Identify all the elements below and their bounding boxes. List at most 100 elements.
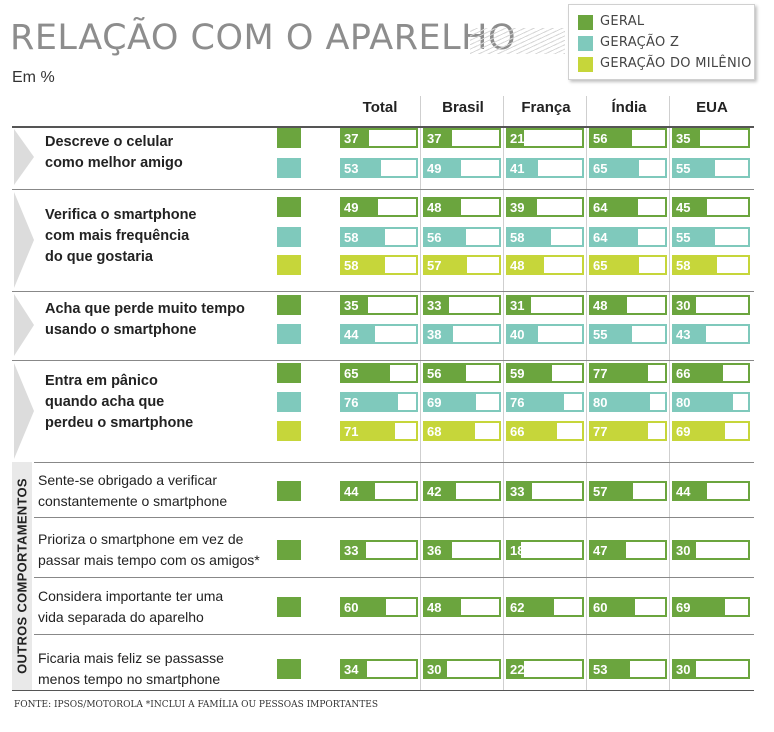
bar-value-label: 55 [676,161,691,176]
bar-value-label: 58 [344,230,359,245]
bar-fill [591,423,648,439]
bar-value-label: 80 [676,395,691,410]
bar: 34 [340,659,418,679]
side-band [12,462,32,690]
bar-value-label: 49 [427,161,442,176]
bar-fill [591,257,640,273]
bar-fill [508,423,557,439]
bar-value-label: 21 [510,131,525,146]
bar-value-label: 44 [676,484,691,499]
bar-value-label: 22 [510,662,525,677]
bar: 77 [589,363,667,383]
bar-value-label: 37 [427,131,442,146]
bar-value-label: 44 [344,327,359,342]
group-separator-line [34,462,754,463]
row-series-swatch [277,481,301,501]
bar: 33 [506,481,584,501]
row-series-swatch [277,295,301,315]
bar-value-label: 35 [676,131,691,146]
bar: 76 [340,392,418,412]
bar-fill [674,160,715,176]
bar-fill [425,423,476,439]
bar-fill [591,297,627,313]
row-series-swatch [277,227,301,247]
group-separator-line [34,577,754,578]
question-label-line: Entra em pânico [45,372,158,389]
bar-value-label: 64 [593,230,608,245]
bar-fill [508,297,531,313]
column-header-india: Índia [611,99,647,116]
question-label-line: perdeu o smartphone [45,414,194,431]
group-separator-line [34,634,754,635]
bar-value-label: 34 [344,662,359,677]
bar: 48 [506,255,584,275]
bar-fill [342,365,391,381]
bar-fill [342,661,368,677]
bar-value-label: 39 [510,200,525,215]
bar: 64 [589,227,667,247]
bar: 45 [672,197,750,217]
bar-value-label: 71 [344,424,359,439]
question-label: Descreve o celular como melhor amigo [45,132,183,174]
bar-value-label: 35 [344,298,359,313]
bar-value-label: 44 [344,484,359,499]
row-series-swatch [277,597,301,617]
question-label-line: Sente-se obrigado a verificar [38,472,217,488]
bar-value-label: 69 [676,600,691,615]
bar: 60 [589,597,667,617]
row-series-swatch [277,540,301,560]
bar: 44 [672,481,750,501]
bar: 18 [506,540,584,560]
bar-value-label: 57 [593,484,608,499]
bar-value-label: 42 [427,484,442,499]
bar-fill [342,394,399,410]
bar-value-label: 66 [676,366,691,381]
bar-fill [425,199,461,215]
bar: 57 [423,255,501,275]
question-label-line: usando o smartphone [45,321,197,338]
bar-value-label: 37 [344,131,359,146]
bar-fill [425,394,477,410]
bar-fill [508,483,533,499]
row-series-swatch [277,392,301,412]
bar: 60 [340,597,418,617]
column-header-eua: EUA [696,99,728,116]
legend-swatch-geracao-milenio [578,57,593,72]
chart-subtitle: Em % [12,69,55,86]
question-label-line: Acha que perde muito tempo [45,300,245,317]
bar-fill [425,542,452,558]
bar: 48 [423,197,501,217]
bar-fill [425,483,457,499]
row-series-swatch [277,197,301,217]
bar: 69 [672,597,750,617]
bar-fill [342,542,367,558]
row-series-swatch [277,158,301,178]
bar-fill [342,130,370,146]
bar-fill [508,160,539,176]
bar-value-label: 77 [593,366,608,381]
bar: 56 [423,227,501,247]
group-separator-line [12,291,754,292]
bar: 31 [506,295,584,315]
bar: 80 [589,392,667,412]
bar-fill [674,326,706,342]
bar-value-label: 66 [510,424,525,439]
bar-fill [508,257,544,273]
bar: 62 [506,597,584,617]
bar-value-label: 48 [593,298,608,313]
bar-fill [342,297,368,313]
bar-fill [342,229,385,245]
group-arrow-icon [14,363,34,459]
bar-value-label: 40 [510,327,525,342]
group-arrow-icon [14,192,34,288]
bar-value-label: 30 [427,662,442,677]
group-separator-line [34,517,754,518]
bar: 59 [506,363,584,383]
bar-fill [674,394,734,410]
source-note: FONTE: IPSOS/MOTOROLA *INCLUI A FAMÍLIA … [14,700,379,710]
legend-label-geracao-milenio: GERAÇÃO DO MILÊNIO [600,56,752,71]
bar: 36 [423,540,501,560]
bar: 58 [340,227,418,247]
legend-swatch-geracao-z [578,36,593,51]
bar-value-label: 53 [344,161,359,176]
